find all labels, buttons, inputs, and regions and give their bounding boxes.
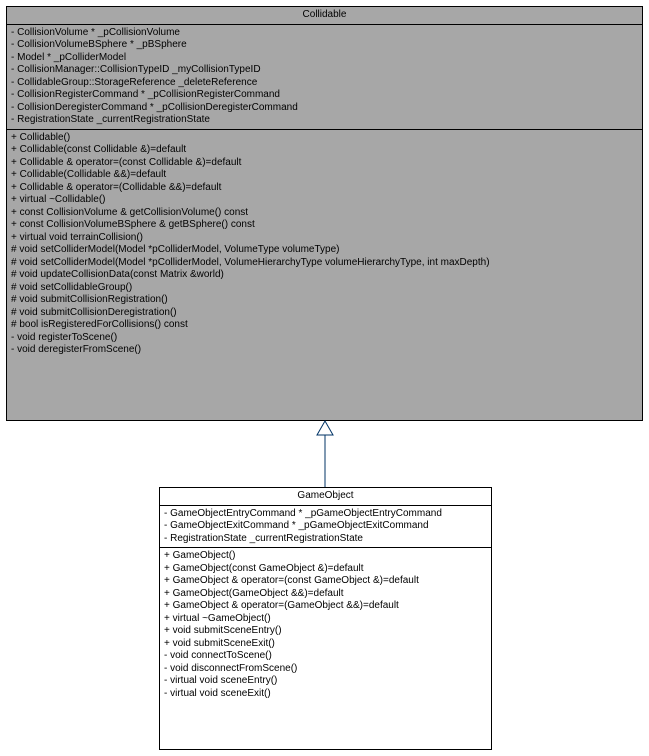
operation-row: - virtual void sceneEntry() xyxy=(164,675,487,688)
connector-generalization xyxy=(313,419,337,489)
class-name: Collidable xyxy=(7,7,642,25)
attribute-row: - CollisionRegisterCommand * _pCollision… xyxy=(11,89,638,102)
attribute-row: - RegistrationState _currentRegistration… xyxy=(164,533,487,546)
operation-row: + void submitSceneEntry() xyxy=(164,625,487,638)
operation-row: + virtual void terrainCollision() xyxy=(11,232,638,245)
operation-row: + Collidable & operator=(Collidable &&)=… xyxy=(11,182,638,195)
attribute-row: - Model * _pColliderModel xyxy=(11,52,638,65)
operation-row: + GameObject(const GameObject &)=default xyxy=(164,563,487,576)
class-attributes: - CollisionVolume * _pCollisionVolume- C… xyxy=(7,25,642,130)
operation-row: + const CollisionVolume & getCollisionVo… xyxy=(11,207,638,220)
attribute-row: - CollidableGroup::StorageReference _del… xyxy=(11,77,638,90)
attribute-row: - GameObjectEntryCommand * _pGameObjectE… xyxy=(164,508,487,521)
operation-row: # void setColliderModel(Model *pCollider… xyxy=(11,244,638,257)
operation-row: - void disconnectFromScene() xyxy=(164,663,487,676)
class-gameobject: GameObject - GameObjectEntryCommand * _pG… xyxy=(159,487,492,750)
class-attributes: - GameObjectEntryCommand * _pGameObjectE… xyxy=(160,506,491,549)
operation-row: + GameObject & operator=(GameObject &&)=… xyxy=(164,600,487,613)
attribute-row: - GameObjectExitCommand * _pGameObjectEx… xyxy=(164,520,487,533)
operation-row: - void deregisterFromScene() xyxy=(11,344,638,357)
operation-row: + virtual ~Collidable() xyxy=(11,194,638,207)
operation-row: + Collidable(const Collidable &)=default xyxy=(11,144,638,157)
attribute-row: - CollisionDeregisterCommand * _pCollisi… xyxy=(11,102,638,115)
class-collidable: Collidable- CollisionVolume * _pCollisio… xyxy=(6,6,643,421)
operation-row: # void setColliderModel(Model *pCollider… xyxy=(11,257,638,270)
uml-diagram: Collidable- CollisionVolume * _pCollisio… xyxy=(6,6,643,750)
operation-row: + Collidable & operator=(const Collidabl… xyxy=(11,157,638,170)
class-name: GameObject xyxy=(160,488,491,506)
operation-row: - virtual void sceneExit() xyxy=(164,688,487,701)
operation-row: # void submitCollisionDeregistration() xyxy=(11,307,638,320)
operation-row: # void submitCollisionRegistration() xyxy=(11,294,638,307)
operation-row: - void registerToScene() xyxy=(11,332,638,345)
class-operations: + GameObject()+ GameObject(const GameObj… xyxy=(160,548,491,702)
operation-row: + void submitSceneExit() xyxy=(164,638,487,651)
attribute-row: - CollisionManager::CollisionTypeID _myC… xyxy=(11,64,638,77)
operation-row: + GameObject(GameObject &&)=default xyxy=(164,588,487,601)
operation-row: + GameObject() xyxy=(164,550,487,563)
operation-row: # bool isRegisteredForCollisions() const xyxy=(11,319,638,332)
operation-row: + virtual ~GameObject() xyxy=(164,613,487,626)
operation-row: + Collidable() xyxy=(11,132,638,145)
operation-row: - void connectToScene() xyxy=(164,650,487,663)
operation-row: + Collidable(Collidable &&)=default xyxy=(11,169,638,182)
operation-row: # void updateCollisionData(const Matrix … xyxy=(11,269,638,282)
operation-row: # void setCollidableGroup() xyxy=(11,282,638,295)
attribute-row: - CollisionVolumeBSphere * _pBSphere xyxy=(11,39,638,52)
class-operations: + Collidable()+ Collidable(const Collida… xyxy=(7,130,642,359)
attribute-row: - CollisionVolume * _pCollisionVolume xyxy=(11,27,638,40)
operation-row: + GameObject & operator=(const GameObjec… xyxy=(164,575,487,588)
attribute-row: - RegistrationState _currentRegistration… xyxy=(11,114,638,127)
operation-row: + const CollisionVolumeBSphere & getBSph… xyxy=(11,219,638,232)
